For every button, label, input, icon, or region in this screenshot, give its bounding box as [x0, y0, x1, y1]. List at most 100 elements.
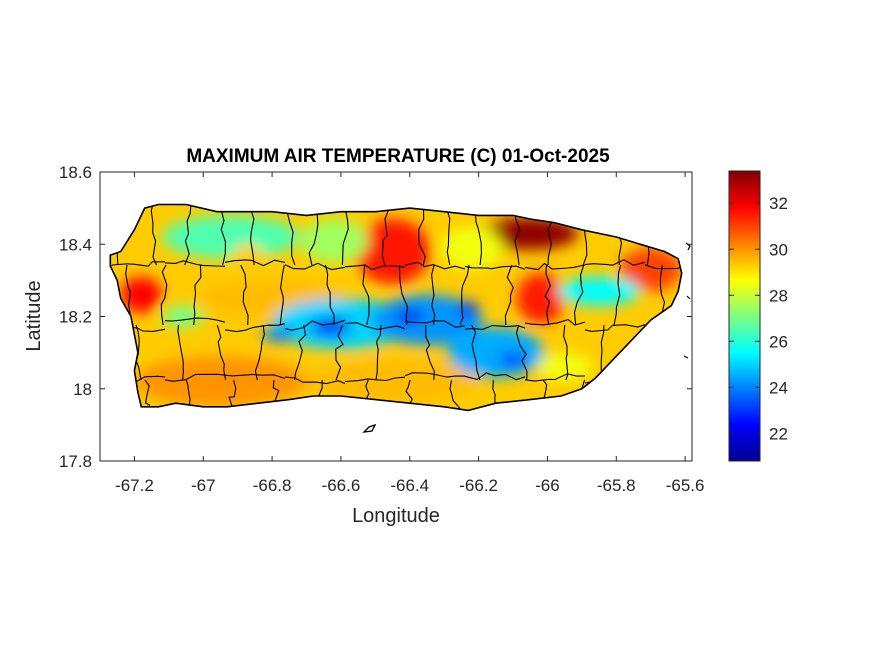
temperature-region — [458, 302, 479, 317]
municipality-border — [344, 322, 406, 330]
municipality-border — [584, 259, 646, 266]
temperature-region — [309, 318, 352, 337]
temperature-region — [537, 352, 593, 382]
municipality-border — [224, 259, 286, 267]
municipality-border — [399, 265, 409, 326]
municipality-border — [584, 324, 646, 332]
municipality-border — [524, 262, 586, 271]
colorbar: 22 24 26 28 30 32 — [728, 170, 788, 462]
x-axis-label: Longitude — [352, 505, 440, 527]
municipality-border — [250, 204, 255, 266]
municipality-border — [644, 263, 682, 270]
municipality-border — [344, 264, 406, 271]
plot-area: -67.2 -67 -66.8 -66.6 -66.4 -66.2 -66 -65.8 -65.… — [59, 163, 705, 495]
x-tick-label: -67.2 — [115, 476, 154, 495]
municipality-border — [240, 264, 249, 326]
municipality-border — [431, 264, 436, 326]
x-tick-label: -66.2 — [459, 476, 498, 495]
x-tick-label: -66 — [535, 476, 560, 495]
temperature-region — [440, 226, 503, 270]
municipality-border — [224, 323, 286, 333]
map-title: MAXIMUM AIR TEMPERATURE (C) 01-Oct-2025 — [186, 146, 610, 167]
temperature-region — [396, 309, 424, 324]
municipality-border — [177, 324, 184, 381]
municipality-border — [294, 324, 307, 381]
municipality-border — [600, 324, 605, 381]
y-axis-label: Latitude — [23, 280, 45, 351]
temperature-region — [306, 359, 479, 404]
x-tick-label: -67 — [191, 476, 216, 495]
municipality-border — [613, 264, 622, 326]
y-tick-label: 18 — [73, 380, 92, 399]
municipality-border — [381, 204, 389, 266]
municipality-border — [110, 261, 165, 271]
municipality-border — [404, 320, 466, 328]
temperature-region — [230, 244, 266, 274]
colorbar-tick-label: 22 — [769, 424, 788, 443]
y-tick-label: 18.6 — [59, 163, 92, 182]
island-coastline — [109, 203, 683, 412]
municipality-border — [164, 317, 226, 323]
municipality-border — [284, 262, 346, 271]
municipality-border — [544, 264, 551, 326]
colorbar-tick-label: 30 — [769, 240, 788, 259]
temperature-region — [134, 356, 307, 407]
colorbar-ticks: 22 24 26 28 30 32 — [729, 194, 788, 443]
municipality-border — [515, 324, 528, 381]
municipality-border — [449, 379, 463, 411]
temperature-region — [447, 327, 544, 378]
y-tick-label: 18.2 — [59, 308, 92, 327]
municipality-border — [405, 379, 413, 411]
y-tick-label: 17.8 — [59, 452, 92, 471]
municipality-border — [524, 373, 586, 382]
municipality-border — [375, 324, 382, 381]
temperature-region — [516, 273, 565, 324]
colorbar-tick-label: 32 — [769, 194, 788, 213]
municipality-border — [164, 260, 226, 267]
municipality-border — [459, 264, 470, 326]
municipality-border — [362, 264, 370, 326]
municipality-border — [344, 376, 406, 383]
colorbar-gradient — [728, 170, 761, 462]
municipality-border — [224, 373, 286, 379]
temperature-region — [371, 294, 483, 346]
municipality-border — [284, 319, 346, 331]
municipality-border — [471, 324, 481, 381]
colorbar-tick-label: 28 — [769, 286, 788, 305]
municipality-border — [335, 324, 344, 381]
municipality-border — [425, 325, 435, 381]
municipality-border — [464, 265, 526, 270]
municipality-border — [464, 324, 526, 330]
municipality-border — [524, 318, 586, 326]
temperature-region — [354, 219, 431, 284]
y-tick-label: 18.4 — [59, 235, 92, 254]
temperature-region — [162, 215, 300, 259]
x-axis-ticks: -67.2 -67 -66.8 -66.6 -66.4 -66.2 -66 -65.8 -65.… — [115, 172, 704, 495]
municipality-border — [404, 372, 465, 378]
municipality-border — [184, 204, 193, 266]
temperature-region — [499, 352, 527, 368]
temperature-region — [161, 305, 204, 328]
colorbar-tick-label: 26 — [769, 332, 788, 351]
municipality-border — [193, 264, 202, 326]
municipality-border — [492, 379, 498, 411]
temperature-region — [482, 217, 579, 250]
small-island-outline — [362, 423, 377, 433]
x-tick-label: -65.6 — [666, 476, 705, 495]
municipality-border — [504, 264, 514, 326]
municipality-border — [185, 379, 191, 411]
municipality-border — [216, 324, 227, 381]
temperature-region — [261, 327, 297, 342]
municipality-border — [164, 373, 226, 382]
municipality-border — [228, 379, 237, 411]
municipality-border — [324, 264, 335, 326]
municipality-border — [284, 376, 346, 385]
x-tick-label: -66.6 — [322, 476, 361, 495]
municipality-border — [160, 264, 168, 326]
x-tick-label: -66.8 — [253, 476, 292, 495]
municipality-border — [404, 261, 466, 270]
municipality-border — [464, 372, 526, 381]
municipality-border — [573, 264, 585, 326]
y-axis-ticks: 17.8 18 18.2 18.4 18.6 — [59, 163, 692, 471]
